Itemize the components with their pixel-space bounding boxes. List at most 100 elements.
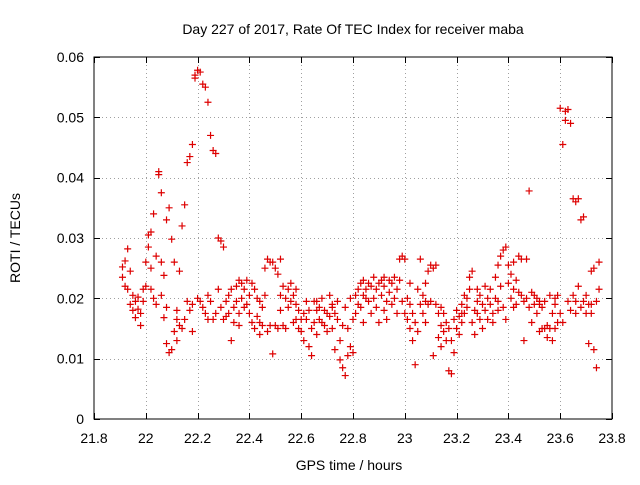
data-point — [126, 267, 134, 275]
data-point — [282, 325, 290, 332]
data-point — [546, 291, 554, 299]
data-point — [124, 285, 132, 293]
data-point — [155, 168, 163, 176]
data-point — [139, 297, 147, 305]
data-point — [494, 261, 502, 269]
data-point — [256, 297, 264, 305]
y-tick-label: 0.03 — [57, 230, 84, 246]
data-point — [181, 315, 189, 323]
data-point — [574, 195, 582, 203]
data-point — [217, 237, 225, 245]
data-point — [230, 303, 238, 311]
data-point — [383, 315, 391, 323]
data-point — [118, 263, 126, 271]
data-point — [217, 303, 225, 311]
data-point — [499, 303, 507, 311]
data-point — [447, 370, 455, 378]
data-point — [538, 303, 546, 311]
y-tick-label: 0.05 — [57, 109, 84, 125]
data-point — [230, 318, 238, 326]
x-tick-label: 22.2 — [184, 430, 211, 446]
data-point — [323, 328, 331, 336]
data-point — [390, 273, 398, 281]
data-point — [336, 337, 344, 345]
data-point — [207, 297, 215, 305]
data-point — [385, 288, 393, 296]
data-point — [163, 340, 171, 348]
data-point — [447, 337, 455, 345]
data-point — [481, 282, 489, 290]
data-point — [582, 291, 590, 299]
data-point — [308, 352, 316, 360]
axis-ticks: 21.8 22 22.2 22.4 22.6 22.8 23 23.2 23.4 23.6 23.8… — [57, 49, 626, 446]
data-point — [124, 245, 132, 253]
data-point — [134, 305, 142, 313]
data-point — [170, 258, 178, 266]
data-point — [403, 294, 411, 302]
data-point — [333, 297, 341, 305]
data-point — [147, 264, 155, 272]
data-point — [453, 325, 461, 332]
x-tick-label: 22 — [138, 430, 154, 446]
data-point — [375, 318, 383, 326]
data-point — [227, 285, 235, 293]
data-point — [411, 318, 419, 326]
data-point — [567, 119, 575, 127]
data-point — [349, 349, 357, 357]
data-point — [129, 291, 137, 299]
data-point — [559, 318, 567, 326]
data-point — [380, 306, 388, 314]
data-point — [437, 321, 445, 329]
data-point — [269, 350, 277, 358]
data-point — [468, 267, 476, 275]
data-point — [201, 83, 209, 91]
data-point — [574, 282, 582, 290]
data-point — [502, 243, 510, 251]
data-point — [163, 303, 171, 311]
data-point — [476, 291, 484, 299]
data-point — [559, 140, 567, 148]
data-point — [207, 131, 215, 139]
data-point — [308, 325, 316, 332]
data-point — [142, 258, 150, 266]
data-point — [359, 318, 367, 326]
data-point — [357, 303, 365, 311]
data-point — [313, 331, 321, 339]
data-point — [251, 325, 259, 332]
data-point — [543, 334, 551, 342]
data-point — [251, 285, 259, 293]
data-point — [186, 153, 194, 161]
data-points — [118, 66, 603, 380]
data-point — [188, 140, 196, 148]
data-point — [300, 309, 308, 317]
x-tick-label: 22.8 — [339, 430, 366, 446]
grid-lines — [94, 57, 612, 419]
data-point — [528, 318, 536, 326]
data-point — [406, 300, 414, 308]
data-point — [484, 294, 492, 302]
data-point — [152, 300, 160, 308]
data-point — [359, 276, 367, 284]
data-point — [569, 291, 577, 299]
data-point — [152, 252, 160, 260]
data-point — [437, 343, 445, 351]
data-point — [282, 294, 290, 302]
data-point — [458, 318, 466, 326]
data-point — [181, 201, 189, 209]
data-point — [188, 328, 196, 336]
data-point — [510, 285, 518, 293]
data-point — [173, 315, 181, 323]
data-point — [416, 255, 424, 263]
data-point — [432, 261, 440, 269]
data-point — [178, 222, 186, 230]
data-point — [199, 303, 207, 311]
data-point — [520, 337, 528, 345]
data-point — [157, 258, 165, 266]
data-point — [401, 309, 409, 317]
data-point — [365, 297, 373, 305]
data-point — [585, 340, 593, 348]
data-point — [352, 309, 360, 317]
data-point — [523, 255, 531, 263]
data-point — [517, 291, 525, 299]
data-point — [336, 356, 344, 364]
